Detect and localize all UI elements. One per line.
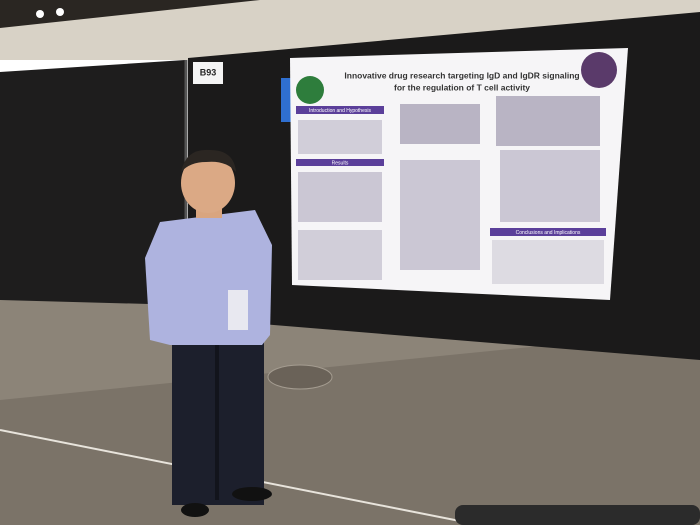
booth-sign bbox=[193, 62, 223, 84]
section-heading: Introduction and Hypothesis bbox=[309, 108, 371, 114]
ceiling-light bbox=[56, 8, 64, 16]
ceiling-light bbox=[36, 10, 44, 18]
poster-image bbox=[581, 52, 617, 88]
section-bar bbox=[296, 159, 384, 166]
booth-label: B93 bbox=[200, 67, 217, 77]
poster-title: Innovative drug research targeting IgD a… bbox=[344, 70, 579, 80]
section-heading: Conclusions and Implications bbox=[516, 230, 581, 236]
section-heading: Results bbox=[332, 160, 349, 166]
person bbox=[145, 149, 272, 517]
poster-figures bbox=[298, 96, 604, 284]
university-logo bbox=[296, 76, 324, 104]
ribbon bbox=[281, 78, 291, 122]
floor-tube bbox=[455, 505, 700, 525]
left-panel bbox=[0, 60, 185, 305]
poster-title: for the regulation of T cell activity bbox=[394, 82, 530, 92]
floor-drain bbox=[267, 364, 333, 390]
ceiling bbox=[0, 0, 260, 28]
section-bar bbox=[490, 228, 606, 236]
section-bar bbox=[296, 106, 384, 114]
